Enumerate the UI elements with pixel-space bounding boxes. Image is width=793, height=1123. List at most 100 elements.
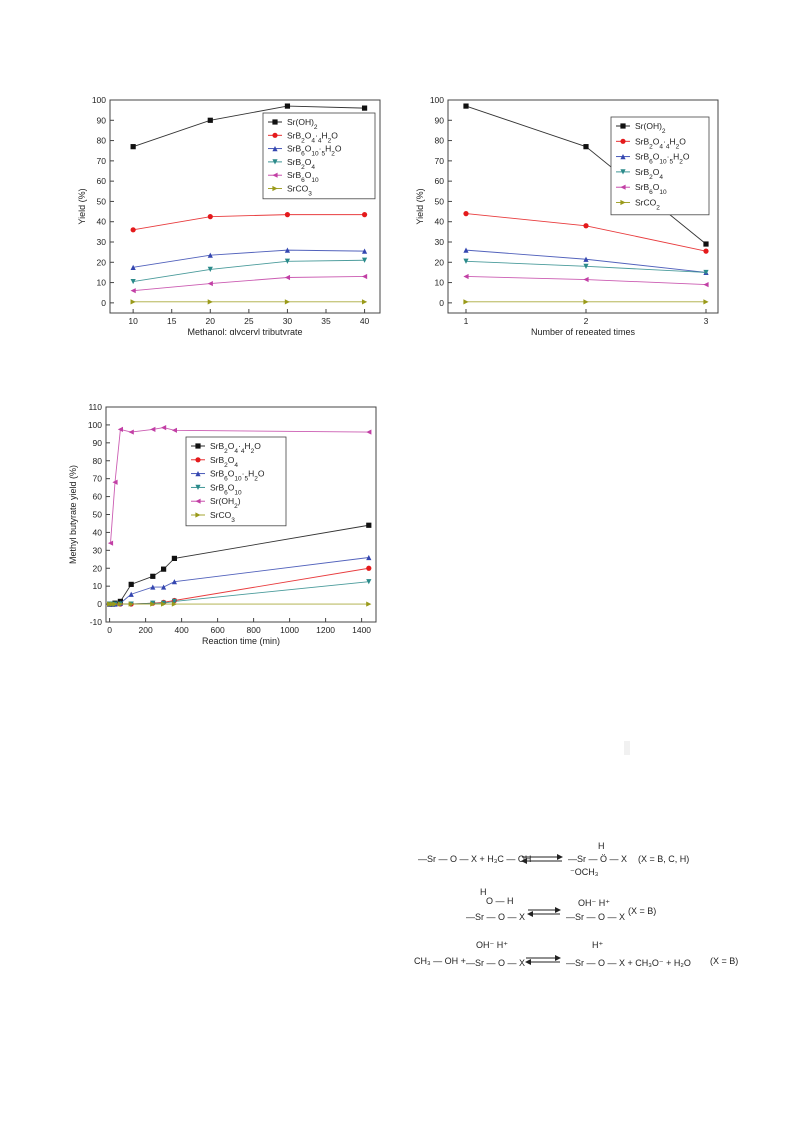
legend-marker <box>620 199 626 206</box>
y-tick-label: -10 <box>90 617 103 627</box>
scheme-1-note: (X = B, C, H) <box>638 854 689 864</box>
scheme-2-left-top: H <box>480 887 487 897</box>
scheme-2-left-mid: O — H <box>486 896 514 906</box>
y-tick-label: 90 <box>97 115 107 125</box>
series-triangle-up <box>130 247 368 270</box>
series-line <box>109 557 369 605</box>
data-point <box>703 282 709 288</box>
data-point <box>150 426 156 432</box>
x-tick-label: 1000 <box>280 625 299 635</box>
x-tick-label: 400 <box>175 625 189 635</box>
x-axis-label: Reaction time (min) <box>202 636 280 646</box>
data-point <box>366 554 372 561</box>
legend-label: SrB2O4 <box>210 455 238 469</box>
data-point <box>463 258 469 264</box>
legend-marker <box>272 185 278 192</box>
y-tick-label: 80 <box>435 136 445 146</box>
data-point <box>150 573 156 579</box>
legend-label: SrB6O10 <box>635 182 667 196</box>
data-point <box>463 273 469 280</box>
y-tick-label: 40 <box>435 217 445 227</box>
x-tick-label: 200 <box>139 625 153 635</box>
series-triangle-left <box>107 425 372 546</box>
chart-reaction-time-svg: -10 0 10 20 30 40 50 60 70 80 90 100 110 0 200 400 600 80… <box>68 402 377 646</box>
legend-label: Sr(OH2) <box>210 496 241 510</box>
data-point <box>207 252 213 258</box>
x-axis-label: Number of repeated times <box>531 327 636 335</box>
legend-box <box>185 436 287 527</box>
plot-frame <box>447 99 719 314</box>
data-point <box>583 276 589 283</box>
data-point <box>284 258 291 264</box>
y-axis-label: Yield (%) <box>77 188 87 224</box>
equilibrium-arrow-icon <box>527 907 561 917</box>
x-tick-label: 30 <box>283 316 293 326</box>
data-point <box>128 429 134 435</box>
series-circle <box>463 211 709 254</box>
chart-reaction-time: -10 0 10 20 30 40 50 60 70 80 90 100 110 0 200 400 600 80… <box>66 402 382 652</box>
scheme-3-mid: —Sr — O — X <box>466 958 525 968</box>
data-point <box>703 269 709 276</box>
data-point <box>284 299 291 305</box>
data-point <box>703 241 709 247</box>
legend-marker <box>272 119 278 125</box>
legend-marker <box>195 484 201 490</box>
legend-marker <box>195 512 201 518</box>
y-tick-label: 100 <box>430 95 444 105</box>
series-triangle-right <box>107 601 372 607</box>
y-tick-label: 0 <box>97 599 102 609</box>
legend-label: SrB6O10·5H2O <box>210 469 265 483</box>
series-line <box>109 581 369 605</box>
data-point <box>161 425 167 431</box>
scheme-3-left: CH₃ — OH + <box>414 956 466 966</box>
scheme-3-right-top: H⁺ <box>592 940 603 950</box>
data-point <box>171 598 177 604</box>
scheme-3-note: (X = B) <box>710 956 738 966</box>
y-tick-label: 90 <box>93 438 103 448</box>
y-tick-label: 100 <box>92 95 106 105</box>
x-tick-label: 15 <box>167 316 177 326</box>
data-point <box>361 105 368 111</box>
data-point <box>130 227 136 233</box>
y-tick-label: 50 <box>435 196 445 206</box>
chart-repeated-times: 0 10 20 30 40 50 60 70 80 90 100 1 2 3 Number of repea… <box>413 95 723 337</box>
data-point <box>150 601 156 607</box>
y-tick-label: 20 <box>435 257 445 267</box>
chart-repeated-times-svg: 0 10 20 30 40 50 60 70 80 90 100 1 2 3 Number of repea… <box>415 95 719 337</box>
y-tick-label: 70 <box>93 474 103 484</box>
legend-label: SrB2O4·4H2O <box>287 130 338 144</box>
y-tick-label: 50 <box>97 196 107 206</box>
y-tick-label: 30 <box>93 545 103 555</box>
x-tick-label: 600 <box>211 625 225 635</box>
scheme-2-right: —Sr — O — X <box>566 912 625 922</box>
data-point <box>161 601 167 607</box>
y-tick-label: 80 <box>97 136 107 146</box>
data-point <box>284 212 291 218</box>
legend-label: SrB2O4·4H2O <box>635 136 686 150</box>
data-point <box>463 299 469 305</box>
legend-marker <box>195 443 201 449</box>
x-tick-label: 20 <box>206 316 216 326</box>
legend-label: SrCO2 <box>635 198 660 212</box>
data-point <box>112 601 118 607</box>
legend-box <box>262 112 376 200</box>
data-point <box>463 211 469 217</box>
legend-label: SrB2O4 <box>635 167 663 181</box>
data-point <box>583 144 589 150</box>
data-point <box>463 103 469 109</box>
data-point <box>284 247 291 253</box>
data-point <box>463 247 469 253</box>
reaction-scheme: —Sr — O — X + H₃C — OH H —Sr — Ö — X ⁻OC… <box>410 840 750 980</box>
y-tick-label: 40 <box>97 217 107 227</box>
series-line <box>465 213 707 252</box>
x-axis-label: Methanol: glyceryl tributyrate <box>187 327 302 335</box>
data-point <box>366 579 372 585</box>
y-tick-label: 0 <box>439 298 444 308</box>
scheme-1-right: —Sr — Ö — X <box>568 854 627 864</box>
plot-frame <box>109 99 381 314</box>
legend-marker <box>195 457 201 463</box>
data-point <box>109 601 115 607</box>
data-point <box>171 555 177 561</box>
scheme-1-left: —Sr — O — X + H₃C — OH <box>418 854 531 864</box>
data-point <box>107 601 113 607</box>
